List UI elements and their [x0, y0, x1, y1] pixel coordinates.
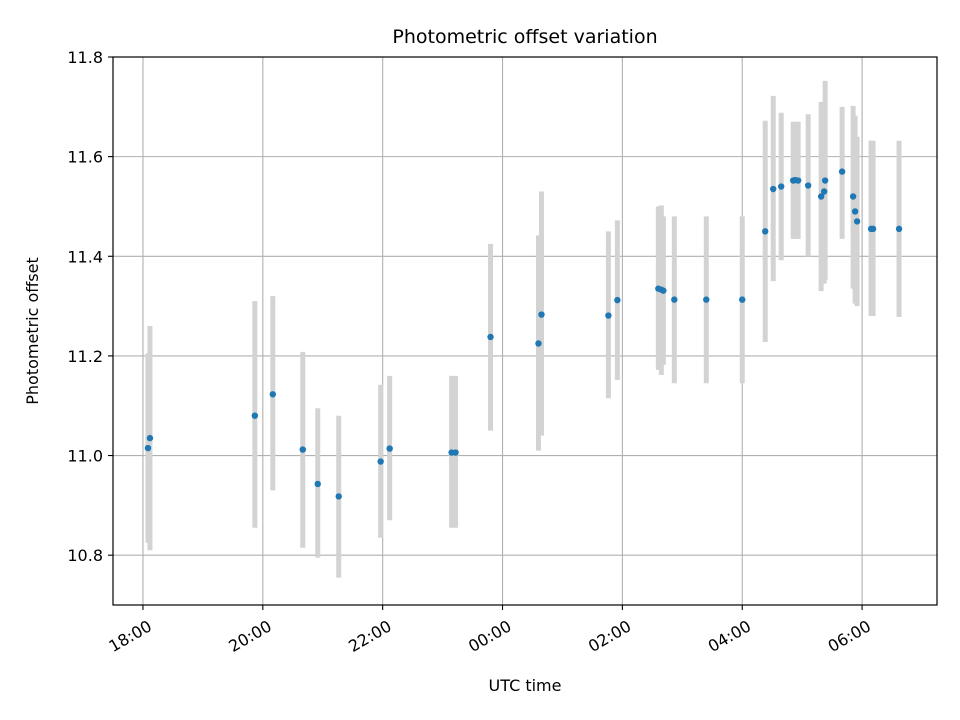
data-point	[777, 183, 785, 190]
data-point	[817, 193, 825, 200]
data-point	[314, 480, 321, 488]
x-tick-label: 22:00	[345, 616, 394, 656]
x-tick-label: 18:00	[106, 616, 155, 656]
data-point	[386, 445, 393, 452]
data-point	[144, 444, 152, 452]
data-point	[762, 228, 769, 235]
data-point	[299, 446, 306, 453]
data-point	[538, 311, 545, 318]
y-tick-label: 11.4	[67, 247, 103, 266]
data-point	[804, 182, 812, 189]
data-point	[671, 296, 678, 303]
grid-layer	[113, 56, 937, 605]
x-tick-label: 06:00	[825, 616, 874, 656]
x-tick-label: 00:00	[465, 616, 514, 656]
data-point	[703, 296, 710, 303]
errorbar-layer	[145, 80, 902, 578]
data-point	[739, 296, 746, 303]
data-point	[251, 412, 259, 419]
y-tick-label: 11.0	[67, 447, 103, 466]
data-point	[794, 177, 802, 184]
data-point	[821, 177, 829, 184]
data-point	[838, 168, 846, 175]
chart-title: Photometric offset variation	[392, 26, 657, 48]
data-point	[614, 296, 621, 304]
data-point	[605, 312, 612, 319]
data-point	[535, 340, 542, 347]
x-tick-label: 04:00	[705, 616, 754, 656]
axis-layer: 18:00 20:00 22:00 00:00 02:00 04:00 06:00 10.8 1…	[67, 48, 874, 656]
data-point	[660, 287, 667, 294]
data-point	[452, 449, 459, 456]
data-point	[146, 434, 154, 442]
y-axis-label: Photometric offset	[23, 257, 42, 405]
data-point	[269, 391, 277, 398]
data-point	[335, 493, 342, 500]
y-tick-label: 10.8	[67, 546, 103, 565]
data-point	[820, 188, 828, 195]
data-point	[851, 208, 859, 215]
data-point	[769, 185, 777, 193]
x-tick-label: 20:00	[225, 616, 274, 656]
x-tick-label: 02:00	[585, 616, 634, 656]
data-point	[869, 225, 877, 233]
y-tick-label: 11.2	[67, 347, 103, 366]
y-tick-label: 11.8	[67, 48, 103, 67]
data-point	[377, 458, 384, 465]
x-axis-label: UTC time	[489, 676, 562, 695]
data-point	[849, 193, 857, 200]
y-tick-label: 11.6	[67, 148, 103, 167]
data-point	[853, 218, 861, 225]
data-point	[487, 333, 494, 341]
point-layer	[144, 168, 903, 500]
data-point	[895, 225, 903, 233]
plot-frame	[112, 56, 938, 606]
